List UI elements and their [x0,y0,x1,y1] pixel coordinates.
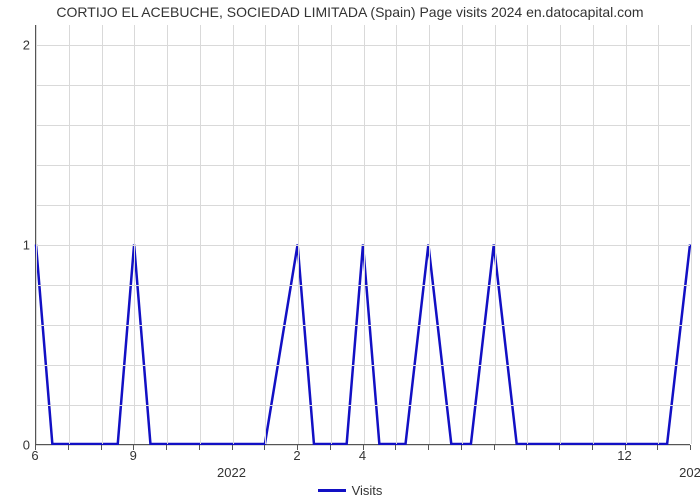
gridline-v [658,25,659,444]
gridline-v [134,25,135,444]
chart-title: CORTIJO EL ACEBUCHE, SOCIEDAD LIMITADA (… [0,4,700,20]
gridline-v [593,25,594,444]
gridline-v [200,25,201,444]
x-tick-label: 4 [359,448,366,463]
gridline-v [331,25,332,444]
x-year-label: 202 [679,465,700,480]
legend-label: Visits [352,483,383,498]
x-year-label: 2022 [217,465,246,480]
x-tick-mark [526,445,527,450]
gridline-v [167,25,168,444]
gridline-v [265,25,266,444]
x-tick-mark [232,445,233,450]
gridline-v [462,25,463,444]
gridline-v [527,25,528,444]
gridline-v [691,25,692,444]
gridline-v [626,25,627,444]
x-tick-mark [461,445,462,450]
y-tick-label: 1 [23,238,30,253]
x-tick-mark [657,445,658,450]
x-tick-label: 2 [293,448,300,463]
x-tick-mark [494,445,495,450]
x-tick-mark [559,445,560,450]
x-tick-mark [428,445,429,450]
x-tick-mark [166,445,167,450]
gridline-v [298,25,299,444]
x-tick-mark [330,445,331,450]
gridline-v [233,25,234,444]
x-tick-mark [68,445,69,450]
x-tick-label: 6 [31,448,38,463]
y-tick-label: 0 [23,438,30,453]
legend-swatch [318,489,346,492]
gridline-v [69,25,70,444]
plot-area [35,25,690,445]
x-tick-label: 9 [130,448,137,463]
legend: Visits [0,483,700,498]
x-tick-mark [592,445,593,450]
x-tick-label: 12 [617,448,631,463]
y-tick-label: 2 [23,38,30,53]
x-tick-mark [199,445,200,450]
gridline-v [364,25,365,444]
gridline-v [495,25,496,444]
gridline-v [396,25,397,444]
gridline-v [102,25,103,444]
x-tick-mark [264,445,265,450]
gridline-v [560,25,561,444]
x-tick-mark [395,445,396,450]
gridline-v [429,25,430,444]
visits-chart: CORTIJO EL ACEBUCHE, SOCIEDAD LIMITADA (… [0,0,700,500]
gridline-v [36,25,37,444]
x-tick-mark [690,445,691,450]
x-tick-mark [101,445,102,450]
